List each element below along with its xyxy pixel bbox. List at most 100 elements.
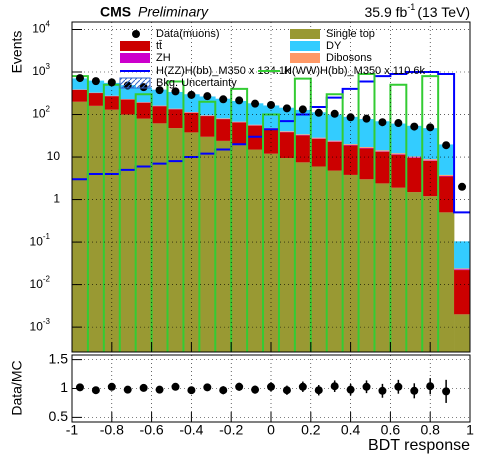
ratio-point — [171, 382, 180, 391]
stack-bar — [326, 141, 343, 171]
x-tick-label: 0.4 — [341, 422, 361, 438]
stack-bar — [263, 105, 280, 128]
y-tick-exponent: 4 — [46, 20, 51, 29]
stack-bar — [374, 150, 391, 152]
ratio-point — [203, 383, 212, 392]
stack-bar — [438, 176, 455, 213]
stack-bar — [294, 109, 312, 135]
stack-bar — [326, 140, 343, 142]
stack-bar — [310, 137, 328, 139]
stack-bar — [358, 179, 375, 352]
ratio-y-axis-label: Data/MC — [9, 360, 25, 415]
stack-bar — [390, 153, 407, 155]
ratio-point — [219, 386, 228, 395]
stack-bar — [215, 140, 232, 352]
stack-bar — [278, 132, 296, 158]
stack-bar — [406, 156, 423, 158]
stack-bar — [406, 192, 423, 352]
legend-swatch — [120, 53, 150, 63]
stack-bar — [183, 132, 200, 352]
stack-bar — [72, 78, 89, 90]
y-tick-label: 0.5 — [49, 408, 69, 424]
ratio-point — [394, 382, 403, 391]
legend-swatch — [290, 41, 320, 51]
ratio-point — [298, 382, 307, 391]
stack-bar — [294, 134, 312, 135]
y-tick-exponent: -3 — [43, 317, 51, 326]
stack-bar — [326, 170, 343, 352]
y-tick-exponent: -1 — [43, 232, 51, 241]
ratio-point — [282, 386, 291, 395]
ratio-point — [314, 386, 323, 395]
data-point — [298, 105, 307, 114]
stack-bar — [215, 119, 232, 141]
legend-label: ZH — [156, 52, 171, 64]
stack-bar — [342, 144, 359, 146]
stack-bar — [167, 109, 184, 129]
stack-bar — [72, 89, 89, 102]
stack-bar — [326, 114, 343, 141]
stack-bar — [278, 107, 296, 132]
y-tick-exponent: 2 — [46, 105, 51, 114]
data-point — [442, 141, 451, 150]
stack-bar — [278, 157, 296, 352]
stack-bar — [454, 314, 470, 352]
stack-bar — [454, 268, 470, 270]
data-point — [458, 182, 467, 191]
lumi-energy: (13 TeV) — [417, 4, 470, 20]
x-axis-label: BDT response — [368, 437, 470, 454]
legend-swatch — [290, 53, 320, 63]
ratio-point — [378, 386, 387, 395]
main-plot — [72, 71, 470, 352]
stack-bar — [231, 122, 248, 146]
stack-bar — [231, 101, 248, 122]
x-tick-label: -0.8 — [100, 422, 124, 438]
ratio-point — [187, 386, 196, 395]
stack-bar — [119, 99, 136, 115]
stack-bar — [231, 121, 248, 123]
ratio-point — [107, 382, 116, 391]
data-point — [155, 86, 164, 95]
stack-bar — [454, 270, 470, 315]
stack-bar — [294, 162, 312, 352]
stack-bar — [390, 187, 407, 352]
legend-marker — [132, 30, 140, 38]
stack-bar — [215, 118, 232, 119]
y-tick-label: 1 — [53, 192, 60, 206]
data-point — [75, 74, 84, 83]
data-point — [91, 77, 100, 86]
stack-bar — [310, 166, 328, 352]
stack-bar — [454, 269, 470, 271]
ratio-frame — [71, 354, 471, 423]
main-frame — [71, 21, 471, 353]
data-point — [378, 118, 387, 127]
ratio-point — [330, 382, 339, 391]
stack-bar — [103, 82, 121, 96]
x-tick-label: 0.2 — [301, 422, 321, 438]
y-tick-exponent: 3 — [46, 62, 51, 71]
stack-bar — [167, 91, 184, 109]
stack-bar — [87, 93, 105, 106]
stack-bar — [135, 102, 152, 119]
stack-bar — [390, 154, 407, 188]
stack-bar — [119, 85, 136, 100]
data-point — [282, 104, 291, 113]
stack-bar — [310, 112, 328, 138]
stack-bar — [278, 131, 296, 132]
data-point — [362, 114, 371, 123]
data-point — [410, 122, 419, 131]
stack-bar — [358, 119, 375, 148]
stack-bar — [199, 136, 216, 352]
preliminary-label: Preliminary — [138, 4, 209, 20]
x-tick-label: 0.6 — [381, 422, 401, 438]
cms-label: CMS — [100, 4, 131, 20]
stack-bar — [294, 135, 312, 163]
legend-label: DY — [326, 40, 342, 52]
stack-bar — [390, 123, 407, 154]
legend-swatch — [120, 41, 150, 51]
y-tick-label: 1 — [60, 379, 68, 395]
y-tick-label: 10 — [47, 149, 61, 163]
stack-bar — [183, 94, 200, 113]
lumi-exponent: -1 — [407, 2, 415, 12]
